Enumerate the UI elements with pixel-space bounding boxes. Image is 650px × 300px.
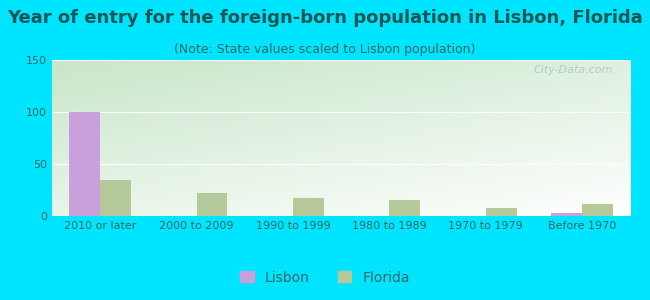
Bar [293, 198, 324, 216]
Bar [551, 213, 582, 216]
Bar [100, 180, 131, 216]
Text: (Note: State values scaled to Lisbon population): (Note: State values scaled to Lisbon pop… [174, 44, 476, 56]
Bar [70, 112, 100, 216]
Bar [389, 200, 421, 216]
Legend: Lisbon, Florida: Lisbon, Florida [235, 265, 415, 290]
Bar [486, 208, 517, 216]
Text: City-Data.com: City-Data.com [534, 65, 613, 75]
Bar [196, 193, 227, 216]
Bar [582, 203, 613, 216]
Text: Year of entry for the foreign-born population in Lisbon, Florida: Year of entry for the foreign-born popul… [7, 9, 643, 27]
